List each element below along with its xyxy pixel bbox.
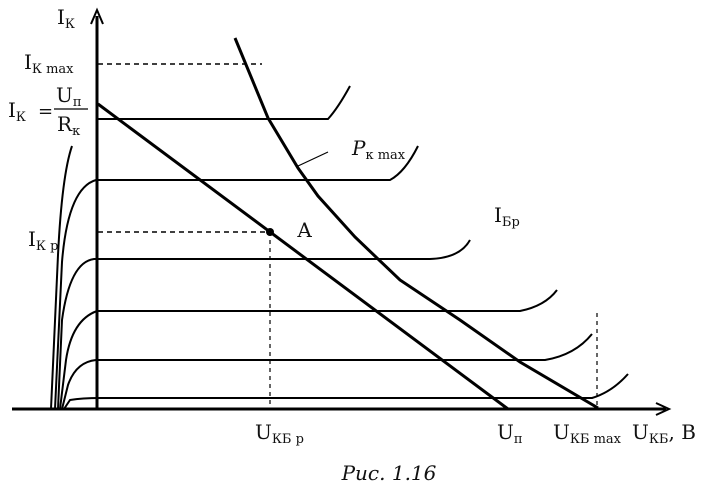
ik-eq-label: IК	[8, 98, 26, 125]
x-axis-label: UКБ, В	[632, 420, 696, 447]
up-label: Uп	[497, 420, 523, 447]
ukbp-label: UКБ р	[255, 420, 304, 447]
characteristic-curve-2	[61, 333, 593, 410]
characteristic-curve-1	[63, 373, 629, 410]
axes	[12, 7, 672, 416]
characteristic-curve-3	[59, 289, 558, 410]
point-a-label: А	[297, 218, 312, 242]
pk-max-curve	[233, 37, 599, 410]
dashed-guides	[98, 63, 598, 409]
characteristic-curve-6	[50, 85, 351, 410]
ukbmax-label: UКБ max	[553, 420, 622, 447]
figure-caption: Рис. 1.16	[341, 461, 437, 485]
ik-equals-up-over-rk-label: IК = Uп Rк	[8, 83, 88, 139]
fraction-denominator: Rк	[57, 112, 80, 139]
operating-point-a	[266, 228, 274, 236]
x-axis-arrowhead	[655, 402, 672, 416]
y-axis-arrowhead	[90, 7, 104, 25]
pk-max-label: Pк max	[351, 136, 406, 163]
y-axis-label: IК	[57, 5, 75, 32]
ikp-label: IК р	[28, 227, 58, 254]
characteristic-curve-5	[54, 145, 419, 410]
equals-sign: =	[38, 101, 53, 122]
ibp-label: IБр	[494, 203, 520, 230]
pk-max-leader	[297, 151, 329, 167]
characteristic-curve-4	[57, 239, 471, 410]
output-curves	[50, 85, 629, 410]
load-line	[97, 102, 509, 411]
fraction-numerator: Uп	[56, 83, 82, 110]
ik-max-label: IК max	[24, 50, 74, 77]
